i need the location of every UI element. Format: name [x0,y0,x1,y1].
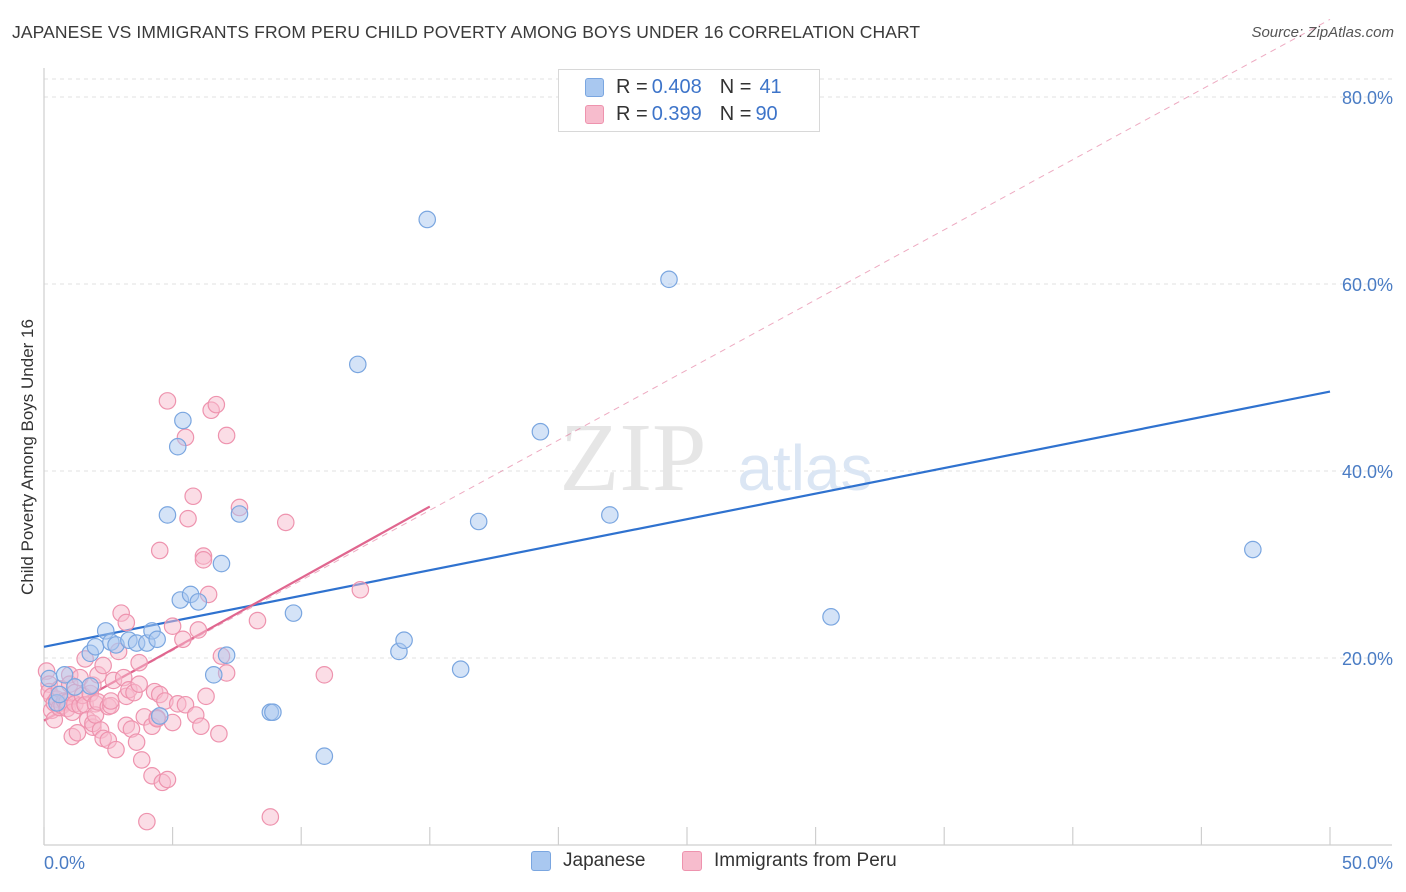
data-point-peru [117,613,136,632]
data-point-peru [261,808,280,826]
data-point-japanese [395,631,413,650]
watermark-zip: ZIP [560,404,707,512]
data-point-peru [184,487,202,506]
data-point-peru [132,751,151,769]
data-point-japanese [66,678,84,696]
data-point-peru [351,580,370,599]
legend-item-japanese[interactable]: Japanese [531,850,645,872]
data-point-japanese [660,270,678,289]
y-axis-label: Child Poverty Among Boys Under 16 [18,319,37,595]
data-point-peru [94,656,112,675]
y-tick-label: 80.0% [1342,88,1393,108]
data-point-peru [130,653,148,672]
data-point-japanese [1244,540,1262,559]
legend-row-peru: R = 0.399 N = 90 [585,101,778,127]
series-legend: Japanese Immigrants from Peru [0,850,1406,880]
data-point-japanese [81,677,100,695]
data-point-peru [138,812,156,831]
legend-swatch-japanese [531,851,551,871]
legend-swatch-japanese [585,77,604,97]
r-label: R = [616,102,648,125]
data-point-japanese [601,506,619,524]
data-point-peru [276,513,295,532]
data-point-japanese [531,422,550,441]
n-label: N = [719,102,752,125]
data-point-japanese [264,703,282,722]
x-tick-label: 50.0% [1342,853,1393,873]
n-value: 90 [755,102,778,125]
tick-labels: 20.0% 40.0% 60.0% 80.0% 0.0% 50.0% [44,88,1393,873]
data-point-japanese [451,660,470,679]
data-point-peru [127,733,146,751]
data-point-japanese [50,685,69,704]
data-point-japanese [230,505,249,523]
data-point-peru [210,724,228,743]
data-point-peru [158,770,177,789]
r-label: R = [616,75,648,98]
data-point-peru [189,621,208,639]
data-point-japanese [418,210,437,229]
n-label: N = [719,75,752,98]
legend-item-peru[interactable]: Immigrants from Peru [682,850,897,872]
y-tick-label: 40.0% [1342,462,1393,482]
data-point-peru [158,392,177,410]
data-point-japanese [822,608,840,626]
data-point-japanese [217,646,236,664]
data-point-peru [192,717,210,736]
y-tick-label: 60.0% [1342,275,1393,295]
axes [43,68,1392,846]
data-point-japanese [158,506,177,524]
legend-swatch-peru [585,104,604,124]
legend-label-peru: Immigrants from Peru [714,850,897,871]
legend-swatch-peru [682,851,702,871]
data-point-japanese [204,666,223,684]
data-point-peru [179,509,197,528]
data-point-peru [315,666,334,684]
data-point-japanese [148,630,166,649]
data-point-japanese [150,707,169,725]
data-point-peru [194,551,213,569]
data-point-peru [68,723,87,742]
data-point-japanese [469,512,488,531]
data-point-japanese [284,604,303,622]
data-point-japanese [315,747,334,765]
data-point-peru [107,740,125,759]
x-tick-label: 0.0% [44,853,85,873]
data-point-peru [102,692,120,710]
data-point-japanese [40,669,58,688]
r-value: 0.399 [651,102,702,125]
n-value: 41 [759,75,782,98]
data-point-peru [197,687,215,706]
data-point-peru [150,541,169,560]
r-value: 0.408 [651,75,702,98]
data-point-japanese [168,437,187,456]
data-point-japanese [174,411,192,430]
chart-title: JAPANESE VS IMMIGRANTS FROM PERU CHILD P… [12,22,921,42]
data-point-japanese [348,355,367,374]
data-point-japanese [86,637,105,656]
y-tick-label: 20.0% [1342,649,1393,669]
watermark-atlas: atlas [737,432,872,504]
data-point-peru [174,630,192,649]
data-points [37,210,1262,831]
data-point-peru [163,617,182,636]
data-point-peru [207,395,226,414]
trend-line-japanese [43,390,1331,648]
data-point-japanese [212,554,231,573]
legend-row-japanese: R = 0.408 N = 41 [585,74,782,100]
data-point-japanese [55,666,74,684]
source-label: Source: ZipAtlas.com [1251,24,1394,41]
trend-line-peru [43,505,431,722]
stats-legend: R = 0.408 N = 41 R = 0.399 N = 90 [558,69,820,132]
data-point-peru [248,611,267,630]
data-point-peru [130,675,148,693]
legend-label-japanese: Japanese [563,850,646,871]
data-point-japanese [189,593,208,611]
data-point-peru [217,426,236,445]
gridlines [44,78,1392,659]
